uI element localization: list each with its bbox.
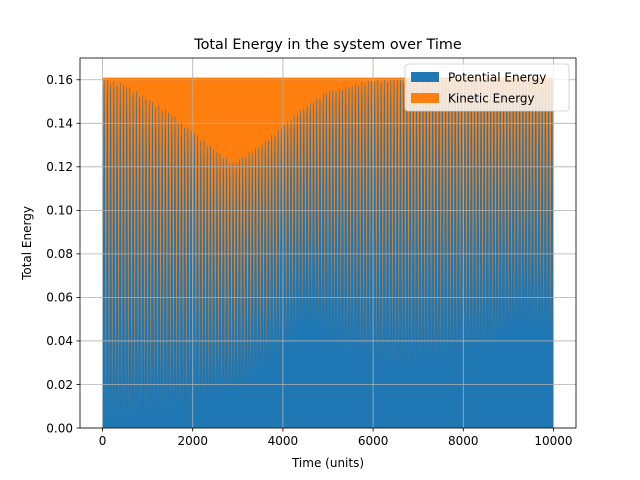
- y-tick-label: 0.00: [46, 421, 73, 435]
- y-tick-label: 0.16: [46, 73, 73, 87]
- y-axis-label: Total Energy: [20, 206, 34, 281]
- legend: Potential Energy Kinetic Energy: [404, 63, 570, 112]
- x-tick-label: 2000: [177, 434, 208, 448]
- x-tick-label: 0: [99, 434, 107, 448]
- y-tick-label: 0.08: [46, 247, 73, 261]
- legend-box: [404, 63, 570, 112]
- x-tick-label: 6000: [358, 434, 389, 448]
- x-axis-label: Time (units): [291, 456, 364, 470]
- legend-label: Potential Energy: [448, 71, 546, 85]
- y-tick-label: 0.06: [46, 291, 73, 305]
- legend-swatch: [411, 72, 439, 82]
- legend-label: Kinetic Energy: [448, 92, 535, 106]
- y-tick-label: 0.14: [46, 117, 73, 131]
- y-tick-label: 0.12: [46, 160, 73, 174]
- y-tick-label: 0.02: [46, 378, 73, 392]
- x-tick-label: 10000: [534, 434, 572, 448]
- potential-energy-area: [102, 77, 554, 428]
- x-tick-label: 8000: [448, 434, 479, 448]
- y-tick-label: 0.10: [46, 204, 73, 218]
- legend-swatch: [411, 93, 439, 103]
- plot-frame: [79, 57, 577, 429]
- y-tick-label: 0.04: [46, 334, 73, 348]
- chart-title: Total Energy in the system over Time: [193, 37, 462, 53]
- x-tick-label: 4000: [268, 434, 299, 448]
